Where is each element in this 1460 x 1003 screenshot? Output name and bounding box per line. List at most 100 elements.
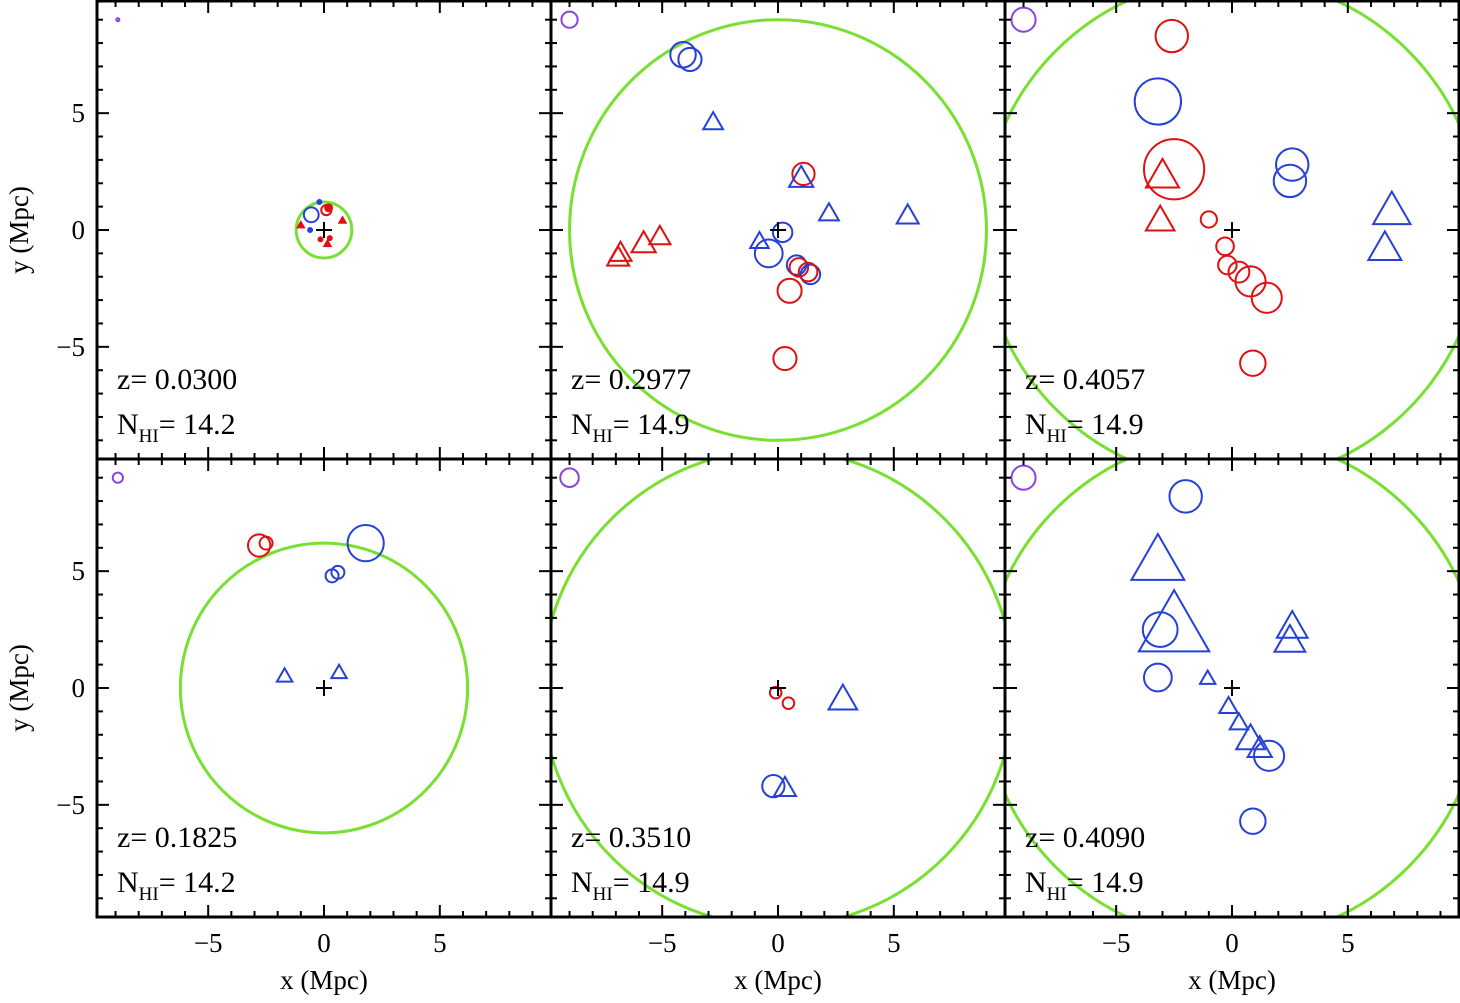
point-circle-blue-1 — [677, 46, 703, 72]
y-tick-label: 5 — [72, 556, 86, 586]
point-triangle-blue-2 — [701, 110, 725, 131]
legend-circle — [1010, 6, 1037, 33]
point-triangle-blue-8 — [1366, 229, 1404, 261]
column-density-subscript: HI — [1047, 884, 1067, 905]
point-triangle-blue-1 — [1129, 532, 1187, 581]
panel-content — [111, 471, 470, 835]
point-circle-red-15 — [788, 257, 810, 278]
panel-content — [115, 17, 354, 260]
point-circle-red-11 — [1217, 254, 1238, 276]
point-triangle-blue-11 — [1245, 734, 1274, 759]
column-density-value: = 14.9 — [613, 408, 690, 441]
point-circle-blue-7 — [771, 221, 794, 244]
panel-frame — [1003, 457, 1460, 919]
point-circle-blue-16 — [799, 263, 822, 286]
panel-p4: z= 0.1825 NHI= 14.2 −5 0 5 −5 0 5 x (Mpc) y (Mpc) — [4, 457, 553, 995]
column-density-subscript: HI — [593, 426, 613, 447]
y-tick-label: 0 — [72, 215, 86, 245]
green-circle — [294, 200, 354, 260]
point-circle-blue-9 — [753, 238, 784, 269]
column-density-label: NHI= 14.9 — [571, 866, 690, 905]
point-triangle-blue-4 — [787, 163, 815, 188]
point-circle-red-0 — [1154, 18, 1189, 54]
panel-content — [1005, 1, 1459, 459]
point-circle-red-1 — [258, 535, 274, 551]
legend-circle — [111, 471, 124, 484]
x-tick-label: 0 — [771, 928, 785, 958]
green-circle — [1005, 459, 1459, 917]
y-axis-title: y (Mpc) — [4, 644, 34, 732]
point-circle-blue-0 — [302, 206, 320, 224]
point-triangle-blue-5 — [275, 666, 295, 683]
panel-content — [1005, 459, 1459, 917]
point-triangle-blue-5 — [817, 201, 841, 222]
point-circle-red-6 — [326, 235, 333, 242]
point-circle-red-0 — [768, 685, 783, 700]
panel-p2: z= 0.2977 NHI= 14.9 — [549, 0, 1007, 461]
panel-p3: z= 0.4057 NHI= 14.9 — [1003, 0, 1460, 461]
legend-circle — [560, 10, 579, 29]
point-triangle-blue-4 — [1275, 609, 1310, 639]
point-triangle-blue-10 — [1234, 722, 1267, 751]
point-triangle-red-10 — [647, 223, 673, 246]
panel-content — [560, 10, 988, 442]
panel-p6: z= 0.4090 NHI= 14.9 −5 0 5 x (Mpc) — [1003, 457, 1460, 995]
point-circle-blue-1 — [1133, 77, 1183, 126]
x-tick-label: 0 — [317, 928, 331, 958]
point-triangle-red-4 — [1144, 203, 1177, 232]
x-tick-label: −5 — [1102, 928, 1131, 958]
panel-p5: z= 0.3510 NHI= 14.9 −5 0 5 x (Mpc) — [549, 457, 1007, 995]
point-circle-red-19 — [772, 345, 798, 372]
x-tick-label: 0 — [1225, 928, 1239, 958]
y-tick-label: 5 — [72, 98, 86, 128]
point-circle-red-13 — [1234, 265, 1267, 298]
column-density-symbol: N — [117, 866, 139, 899]
point-circle-blue-0 — [1168, 479, 1203, 514]
point-triangle-red-8 — [337, 215, 348, 224]
point-triangle-red-11 — [629, 229, 658, 254]
redshift-label: z= 0.0300 — [117, 363, 237, 396]
point-triangle-red-3 — [1144, 156, 1181, 189]
x-tick-label: 5 — [1341, 928, 1355, 958]
redshift-label: z= 0.4057 — [1025, 363, 1145, 396]
point-circle-red-12 — [1227, 260, 1251, 284]
point-circle-red-10 — [1215, 236, 1235, 257]
column-density-label: NHI= 14.9 — [571, 408, 690, 447]
point-triangle-red-9 — [322, 238, 333, 248]
x-tick-label: 5 — [433, 928, 447, 958]
redshift-label: z= 0.1825 — [117, 821, 237, 854]
point-circle-blue-5 — [1275, 147, 1310, 182]
point-circle-blue-6 — [1272, 163, 1308, 199]
column-density-label: NHI= 14.2 — [117, 866, 236, 905]
y-axis-title: y (Mpc) — [4, 186, 34, 274]
column-density-symbol: N — [571, 408, 593, 441]
column-density-label: NHI= 14.9 — [1025, 866, 1144, 905]
point-circle-red-14 — [1250, 281, 1283, 314]
point-circle-blue-2 — [346, 524, 385, 563]
point-circle-blue-4 — [330, 564, 346, 580]
point-triangle-blue-4 — [772, 774, 798, 798]
point-circle-red-2 — [1142, 138, 1206, 201]
point-triangle-blue-7 — [1198, 668, 1218, 685]
column-density-value: = 14.2 — [159, 408, 236, 441]
point-circle-blue-3 — [316, 198, 323, 205]
x-tick-label: −5 — [648, 928, 677, 958]
redshift-label: z= 0.3510 — [571, 821, 691, 854]
point-circle-red-17 — [797, 261, 819, 283]
point-circle-red-5 — [317, 236, 324, 243]
point-triangle-blue-6 — [894, 202, 921, 225]
point-circle-blue-3 — [1141, 611, 1179, 648]
x-axis-title: x (Mpc) — [734, 965, 822, 995]
legend-circle — [115, 17, 121, 23]
point-circle-blue-12 — [1253, 739, 1286, 772]
point-triangle-blue-2 — [826, 682, 859, 711]
column-density-symbol: N — [1025, 866, 1047, 899]
point-triangle-blue-8 — [1217, 694, 1240, 715]
x-axis-title: x (Mpc) — [280, 965, 368, 995]
point-circle-red-1 — [781, 696, 796, 710]
column-density-label: NHI= 14.9 — [1025, 408, 1144, 447]
point-circle-blue-3 — [761, 774, 786, 799]
column-density-symbol: N — [117, 408, 139, 441]
